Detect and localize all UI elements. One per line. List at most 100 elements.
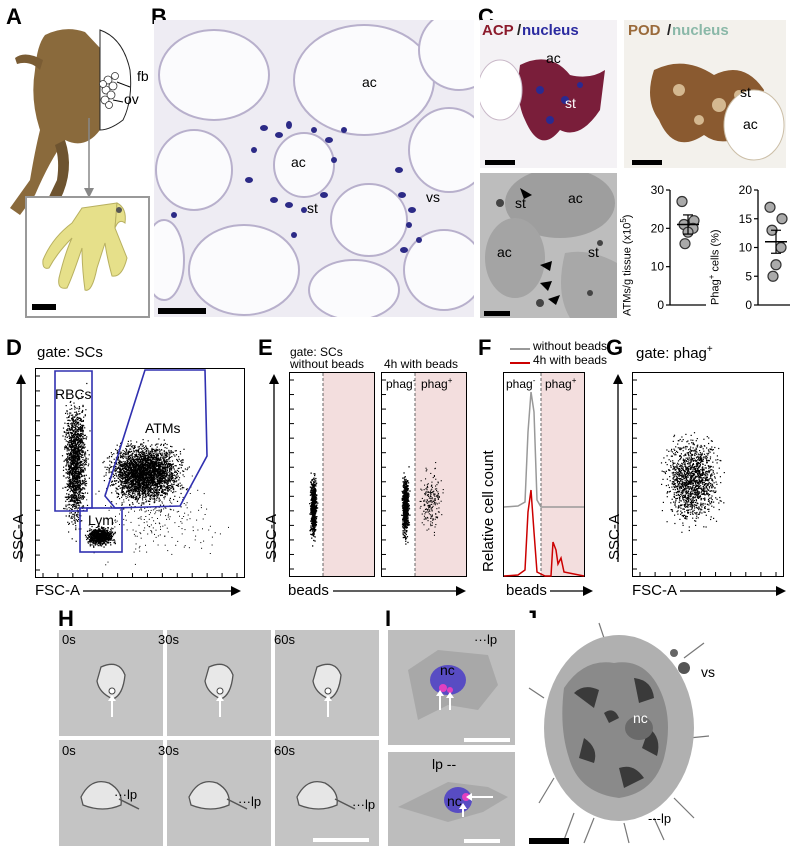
event [68,435,70,437]
event [165,467,167,469]
event [70,465,72,467]
event [130,462,132,464]
event [112,483,114,485]
event [147,483,149,485]
event [82,469,84,471]
event [167,474,169,476]
gate-label-d: gate: SCs [37,344,103,361]
event [77,460,79,462]
event [78,449,80,451]
event [71,456,73,458]
event [144,465,146,467]
event [79,439,81,441]
event [85,474,87,476]
event [168,486,170,488]
event [171,476,173,478]
event [76,472,78,474]
y-tick-label: 30 [651,183,665,197]
event [64,438,66,440]
event [65,506,67,508]
event [168,451,171,453]
event [71,470,73,473]
event [77,436,79,438]
event [123,492,125,494]
event [175,454,178,456]
event [66,485,68,488]
event [137,478,139,481]
event [149,452,151,455]
event [158,481,160,483]
event [73,495,75,497]
event [147,476,150,478]
event [77,520,79,522]
event [75,430,77,432]
event [166,494,168,496]
event [131,496,133,498]
event [118,475,120,477]
event [157,473,159,475]
event [73,424,75,426]
event [162,456,164,458]
event [127,468,129,470]
event [141,470,143,472]
event [121,456,123,458]
event [70,433,72,435]
label-fb: fb [137,68,149,84]
event [72,489,74,491]
panel-label-f: F [478,335,492,360]
event [138,467,140,469]
event [70,496,73,498]
event [70,404,72,406]
event [161,449,163,451]
panel-label-i: I [385,606,392,631]
event [69,449,71,451]
event [156,453,158,455]
event [128,491,130,493]
event [67,441,69,443]
event [76,479,78,481]
event [151,470,153,473]
event [130,488,132,490]
event [121,482,123,484]
event [156,485,158,487]
event [114,466,116,468]
event [66,395,68,397]
event [68,437,70,440]
event [159,470,161,472]
event [144,488,146,491]
event [150,464,152,467]
event [68,443,71,445]
event [73,477,75,479]
event [124,492,126,494]
event [132,489,135,491]
event [131,446,134,448]
event [79,486,81,488]
event [78,505,81,507]
event [116,492,118,494]
event [162,472,164,474]
event [83,470,85,472]
event [135,490,137,492]
panel-label-a: A [6,4,22,29]
event [138,484,140,486]
event [74,408,76,410]
event [143,442,145,444]
event [71,521,73,523]
event [77,428,80,430]
event [74,501,76,503]
event [65,464,67,466]
event [139,489,141,491]
event [72,506,74,508]
event [137,466,139,468]
event [148,462,150,464]
event [131,495,133,497]
event [156,494,158,496]
event [119,469,121,471]
event [159,473,161,475]
event [160,510,162,512]
event [146,484,148,486]
event [153,481,155,483]
event [126,452,128,454]
event [163,463,166,465]
event [169,469,171,471]
